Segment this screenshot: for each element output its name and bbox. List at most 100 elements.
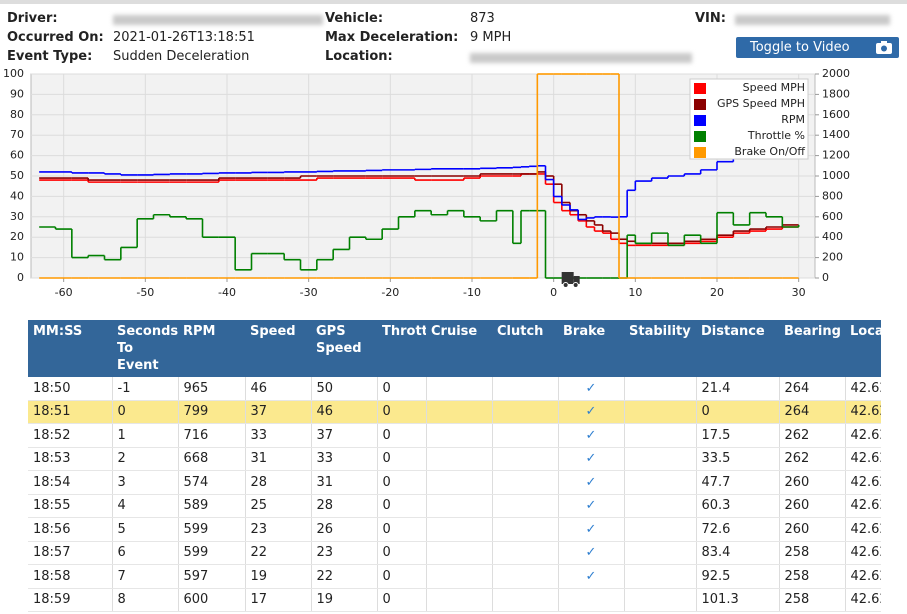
table-cell: 574 <box>178 471 245 495</box>
table-cell: 17 <box>245 588 311 612</box>
legend-swatch <box>694 83 706 94</box>
table-cell: 72.6 <box>696 518 779 542</box>
table-cell: 8 <box>112 588 178 612</box>
table-cell: 28 <box>311 494 377 518</box>
chart: 0102030405060708090100020040060080010001… <box>0 0 907 312</box>
table-cell: 18:58 <box>28 565 112 589</box>
table-cell: 42.624440, -112.030 <box>845 424 881 448</box>
table-cell: ✓ <box>558 377 624 400</box>
column-header[interactable]: Bearing <box>779 320 845 377</box>
table-row[interactable]: 18:54357428310✓47.726042.624397, -112.03… <box>28 471 881 495</box>
table-row[interactable]: 18:53266831330✓33.526242.624418, -112.03… <box>28 447 881 471</box>
table-cell: 1 <box>112 424 178 448</box>
legend-label: Speed MPH <box>743 81 805 94</box>
column-header[interactable]: Stability <box>624 320 696 377</box>
table-cell <box>492 471 558 495</box>
table-cell: 42.624397, -112.030 <box>845 471 881 495</box>
table-cell: 31 <box>311 471 377 495</box>
table-cell: 19 <box>245 565 311 589</box>
table-cell: 264 <box>779 377 845 400</box>
table-cell: 3 <box>112 471 178 495</box>
table-cell: ✓ <box>558 565 624 589</box>
table-cell: 6 <box>112 541 178 565</box>
column-header[interactable]: Distance <box>696 320 779 377</box>
table-row[interactable]: 18:57659922230✓83.425842.624343, -112.03… <box>28 541 881 565</box>
table-cell <box>426 494 492 518</box>
table-cell: ✓ <box>558 541 624 565</box>
table-row[interactable]: 18:55458925280✓60.326042.624375, -112.03… <box>28 494 881 518</box>
column-header[interactable]: Brake <box>558 320 624 377</box>
table-row[interactable]: 18:59860017190101.325842.624311, -112.03… <box>28 588 881 612</box>
x-tick-label: -40 <box>218 286 236 299</box>
table-cell <box>426 471 492 495</box>
y2-tick-label: 200 <box>822 251 843 264</box>
y2-tick-label: 1600 <box>822 108 850 121</box>
table-row[interactable]: 18:51079937460✓026442.624461, -112.030 <box>28 400 881 424</box>
table-cell: 0 <box>377 471 426 495</box>
table-cell <box>426 400 492 424</box>
y2-tick-label: 1400 <box>822 128 850 141</box>
table-cell: 262 <box>779 424 845 448</box>
table-cell: 50 <box>311 377 377 400</box>
table-cell: 60.3 <box>696 494 779 518</box>
table-cell <box>624 400 696 424</box>
table-cell <box>624 377 696 400</box>
column-header[interactable]: MM:SS <box>28 320 112 377</box>
column-header[interactable]: GPS Speed <box>311 320 377 377</box>
table-cell: 0 <box>377 400 426 424</box>
column-header[interactable]: RPM <box>178 320 245 377</box>
column-header[interactable]: Seconds To Event <box>112 320 178 377</box>
legend-swatch <box>694 147 706 158</box>
legend-label: Brake On/Off <box>734 145 805 158</box>
table-cell: 264 <box>779 400 845 424</box>
table-cell: 5 <box>112 518 178 542</box>
table-cell <box>624 518 696 542</box>
legend-swatch <box>694 131 706 142</box>
column-header[interactable]: Throttle <box>377 320 426 377</box>
table-cell <box>492 424 558 448</box>
table-cell: 0 <box>696 400 779 424</box>
table-cell <box>624 541 696 565</box>
table-cell: 0 <box>377 588 426 612</box>
table-cell: 26 <box>311 518 377 542</box>
table-cell <box>426 447 492 471</box>
table-cell: 18:59 <box>28 588 112 612</box>
table-cell: 0 <box>377 424 426 448</box>
table-cell: 262 <box>779 447 845 471</box>
table-cell <box>492 541 558 565</box>
table-cell: 92.5 <box>696 565 779 589</box>
column-header[interactable]: Location <box>845 320 881 377</box>
y2-tick-label: 1800 <box>822 87 850 100</box>
table-cell: 18:56 <box>28 518 112 542</box>
table-cell: 668 <box>178 447 245 471</box>
y-tick-label: 40 <box>10 189 24 202</box>
table-cell: 37 <box>311 424 377 448</box>
column-header[interactable]: Cruise <box>426 320 492 377</box>
table-row[interactable]: 18:56559923260✓72.626042.624365, -112.03… <box>28 518 881 542</box>
column-header[interactable]: Clutch <box>492 320 558 377</box>
y2-tick-label: 400 <box>822 230 843 243</box>
table-cell <box>492 377 558 400</box>
table-cell: 600 <box>178 588 245 612</box>
table-cell: 28 <box>245 471 311 495</box>
table-cell: 42.624461, -112.030 <box>845 400 881 424</box>
y-tick-label: 60 <box>10 149 24 162</box>
table-cell: 716 <box>178 424 245 448</box>
x-tick-label: 0 <box>550 286 557 299</box>
table-cell: 18:57 <box>28 541 112 565</box>
table-row[interactable]: 18:50-196546500✓21.426442.624472, -112.0… <box>28 377 881 400</box>
table-cell: 33 <box>245 424 311 448</box>
table-row[interactable]: 18:52171633370✓17.526242.624440, -112.03… <box>28 424 881 448</box>
table-cell <box>492 400 558 424</box>
table-row[interactable]: 18:58759719220✓92.525842.624322, -112.03… <box>28 565 881 589</box>
truck-wheel <box>573 283 578 288</box>
table-cell: 18:52 <box>28 424 112 448</box>
legend-swatch <box>694 115 706 126</box>
table-cell <box>426 565 492 589</box>
table-cell: 7 <box>112 565 178 589</box>
legend-label: GPS Speed MPH <box>717 97 805 110</box>
column-header[interactable]: Speed <box>245 320 311 377</box>
table-cell: 42.624343, -112.031 <box>845 541 881 565</box>
table-cell: 597 <box>178 565 245 589</box>
